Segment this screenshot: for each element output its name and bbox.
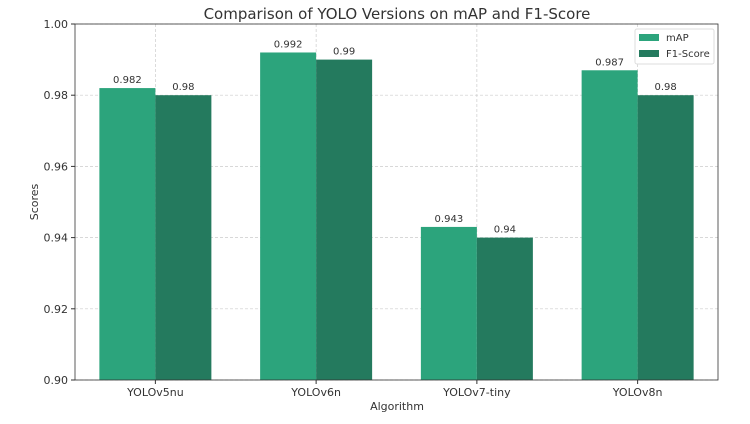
bar-value-label: 0.99 xyxy=(333,47,355,58)
bar-f1-score-yolov7-tiny xyxy=(476,237,533,380)
bar-map-yolov6n xyxy=(260,52,317,380)
bar-value-label: 0.982 xyxy=(113,75,142,86)
bar-value-label: 0.98 xyxy=(172,82,194,93)
x-axis-label: Algorithm xyxy=(370,400,424,413)
bar-value-label: 0.98 xyxy=(654,82,676,93)
x-tick-label: YOLOv8n xyxy=(612,386,663,399)
bar-map-yolov5nu xyxy=(99,88,156,380)
y-tick-label: 0.98 xyxy=(44,89,69,102)
legend-swatch xyxy=(639,50,659,57)
bar-f1-score-yolov5nu xyxy=(155,95,212,380)
bar-f1-score-yolov6n xyxy=(316,59,373,380)
y-tick-label: 1.00 xyxy=(44,18,69,31)
y-tick-label: 0.94 xyxy=(44,232,69,245)
y-tick-label: 0.96 xyxy=(44,160,69,173)
legend: mAP F1-Score xyxy=(634,28,715,65)
legend-label: mAP xyxy=(666,33,689,44)
legend-swatch xyxy=(639,34,659,41)
bar-f1-score-yolov8n xyxy=(637,95,694,380)
bar-map-yolov8n xyxy=(581,70,638,380)
x-tick-label: YOLOv5nu xyxy=(126,386,184,399)
x-tick-label: YOLOv6n xyxy=(290,386,341,399)
bar-map-yolov7-tiny xyxy=(420,226,477,380)
plot-frame xyxy=(74,23,719,381)
y-tick-label: 0.90 xyxy=(44,374,69,387)
x-tick-label: YOLOv7-tiny xyxy=(442,386,511,399)
y-axis-label: Scores xyxy=(28,183,41,220)
y-tick-label: 0.92 xyxy=(44,303,69,316)
legend-label: F1-Score xyxy=(666,49,710,60)
bar-value-label: 0.987 xyxy=(595,57,624,68)
bar-value-label: 0.94 xyxy=(494,225,516,236)
chart-title: Comparison of YOLO Versions on mAP and F… xyxy=(204,5,591,23)
bar-value-label: 0.943 xyxy=(435,214,464,225)
bar-value-label: 0.992 xyxy=(274,39,303,50)
